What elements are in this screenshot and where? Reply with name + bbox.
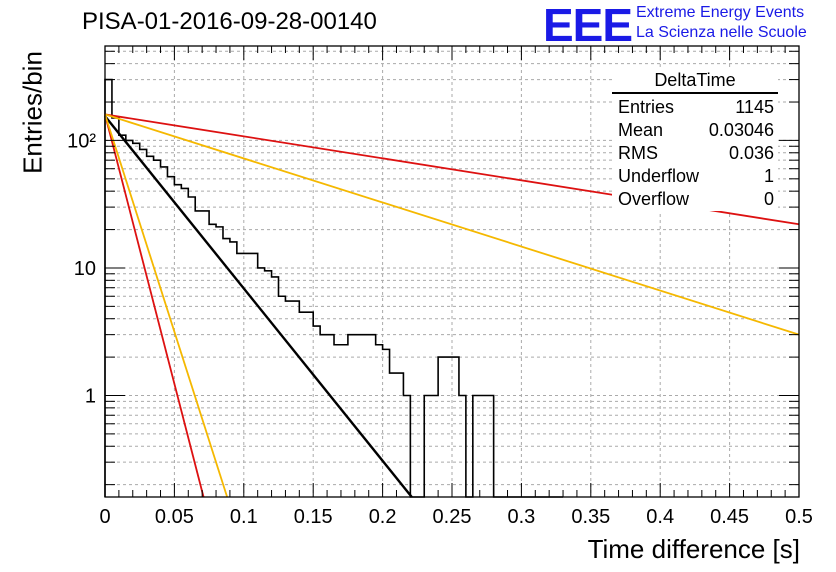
y-tick-label: 10²	[67, 130, 96, 152]
x-tick-label: 0	[99, 506, 110, 528]
stats-title: DeltaTime	[612, 70, 778, 94]
axis-ticks	[104, 46, 800, 497]
stats-value: 0.036	[728, 143, 774, 163]
stats-value: 0.03046	[708, 120, 774, 140]
y-tick-labels: 1 10 10²	[67, 130, 96, 407]
stats-value: 1	[763, 166, 774, 186]
stats-row-mean: Mean 0.03046	[612, 119, 778, 142]
stats-label: Underflow	[618, 166, 700, 186]
stats-value: 1145	[735, 97, 774, 117]
y-tick-label: 1	[85, 385, 96, 407]
x-tick-label: 0.3	[507, 506, 535, 528]
x-tick-labels: 0 0.05 0.1 0.15 0.2 0.25 0.3 0.35 0.4 0.45 0.5	[99, 506, 812, 528]
x-tick-label: 0.15	[294, 506, 333, 528]
stats-row-entries: Entries 1145	[612, 96, 778, 119]
stats-label: RMS	[618, 143, 658, 163]
stats-row-underflow: Underflow 1	[612, 165, 778, 188]
eee-logo: EEE	[543, 0, 633, 51]
stats-box: DeltaTime Entries 1145 Mean 0.03046 RMS …	[612, 70, 778, 211]
stats-label: Entries	[618, 97, 675, 117]
curve-2	[104, 113, 800, 336]
x-tick-label: 0.1	[230, 506, 258, 528]
x-tick-label: 0.45	[710, 506, 749, 528]
x-tick-label: 0.05	[155, 506, 194, 528]
logo-line-2: La Scienza nelle Scuole	[636, 24, 807, 41]
histogram-bars	[104, 78, 564, 498]
x-tick-label: 0.35	[571, 506, 610, 528]
x-tick-label: 0.2	[369, 506, 397, 528]
y-tick-label: 10	[74, 258, 96, 280]
x-tick-label: 0.5	[785, 506, 813, 528]
logo-line-1: Extreme Energy Events	[636, 4, 805, 21]
histogram-outline	[104, 78, 564, 498]
stats-value: 0	[763, 189, 774, 209]
curve-0	[104, 115, 413, 498]
curve-3	[104, 114, 205, 498]
stats-row-rms: RMS 0.036	[612, 142, 778, 165]
stats-row-overflow: Overflow 0	[612, 188, 778, 211]
x-tick-label: 0.25	[433, 506, 472, 528]
x-tick-label: 0.4	[646, 506, 674, 528]
curve-4	[104, 114, 229, 498]
x-axis-label: Time difference [s]	[587, 534, 800, 564]
stats-label: Mean	[618, 120, 664, 140]
plot-title: PISA-01-2016-09-28-00140	[82, 8, 377, 35]
stats-label: Overflow	[618, 189, 690, 209]
y-axis-label: Entries/bin	[17, 51, 48, 174]
